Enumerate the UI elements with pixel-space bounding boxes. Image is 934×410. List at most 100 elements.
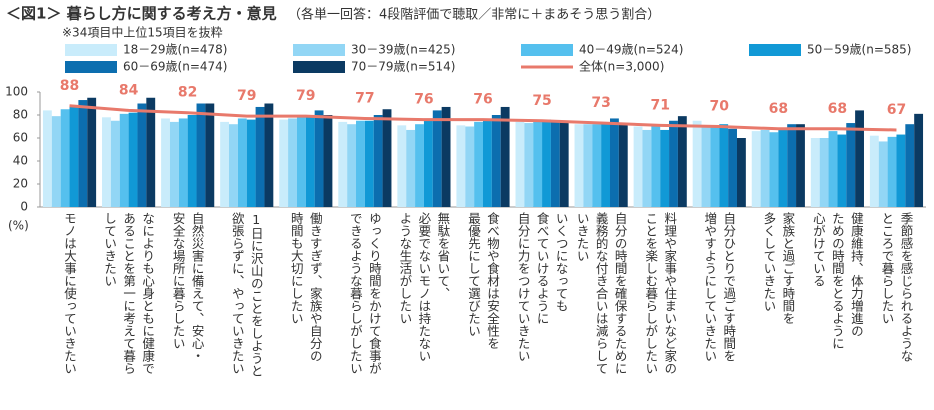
bar: [618, 124, 628, 207]
bar: [787, 124, 797, 207]
x-tick-label: 無駄を省いて、 必要でないモノは持たない ような生活がしたい: [397, 212, 451, 362]
bar: [161, 118, 170, 207]
bar: [382, 109, 392, 207]
x-tick-label: 自分ひとりで過ごす時間を 増やすようにしていきたい: [702, 212, 737, 362]
bar: [205, 103, 215, 207]
x-tick-label: 自分の時間を確保するために 義務的な付き合いは減らして いきたい: [574, 212, 628, 375]
bar: [524, 123, 534, 207]
legend-label: 30－39歳(n=425): [351, 43, 455, 57]
legend-label: 50－59歳(n=585): [807, 43, 911, 57]
bar: [633, 126, 643, 207]
bar: [914, 113, 924, 207]
legend-label: 全体(n=3,000): [579, 59, 664, 74]
legend-label: 60－69歳(n=474): [123, 60, 227, 74]
bar: [119, 113, 129, 207]
data-label: 84: [119, 82, 139, 98]
bar: [305, 117, 315, 207]
data-label: 82: [178, 85, 197, 101]
bar: [660, 129, 670, 207]
x-tick-label: 家族と過ごす時間を 多くしていきたい: [761, 212, 796, 325]
bar: [887, 136, 897, 207]
bar: [601, 123, 610, 207]
y-axis-label: (%): [8, 219, 29, 233]
legend-label: 40－49歳(n=524): [579, 43, 683, 57]
x-tick-label: モノは大事に使っていきたい: [62, 212, 78, 375]
x-tick-label: なによりも心身ともに健康で あることを第一に考えて暮ら していきたい: [102, 212, 156, 375]
bar: [846, 123, 856, 207]
data-label: 77: [355, 90, 374, 106]
x-tick-label: 食べ物や食材は安全性を 最優先にして選びたい: [466, 212, 500, 350]
bar: [810, 138, 820, 207]
bar: [87, 97, 97, 207]
x-tick-label: 自然災害に備えて、安心・ 安全な場所に暮らしたい: [170, 212, 205, 362]
x-tick-label: いくつになっても 食べていけるように 自分に力をつけていきたい: [515, 212, 569, 362]
bar: [110, 120, 120, 207]
bar: [246, 119, 256, 207]
bar: [583, 124, 593, 207]
bar: [364, 120, 374, 207]
bar: [288, 118, 297, 207]
bar: [456, 125, 466, 207]
bar: [515, 121, 525, 207]
bar: [229, 124, 238, 207]
bar: [432, 110, 442, 207]
bar: [474, 121, 483, 207]
bar: [769, 132, 779, 207]
bar: [483, 119, 492, 207]
bar: [796, 124, 805, 207]
bar: [592, 124, 602, 207]
bar: [220, 121, 230, 207]
data-label: 76: [414, 92, 433, 108]
bar: [669, 120, 678, 207]
bar: [196, 103, 206, 207]
bar: [642, 129, 652, 207]
bar: [69, 105, 79, 207]
bar: [869, 135, 879, 207]
bar: [397, 125, 407, 207]
bar: [542, 119, 551, 207]
bar: [441, 106, 451, 207]
x-tick-label: 季節感を感じられるような ところで暮らしたい: [879, 212, 914, 362]
y-tick-label: 60: [13, 131, 28, 145]
bar: [415, 124, 424, 207]
line: [69, 104, 897, 132]
x-tick-label: 料理や家事や住まいなど家の ことを楽しむ暮らしがしたい: [643, 212, 678, 375]
legend-swatch: [293, 61, 345, 73]
bar: [574, 124, 584, 207]
y-tick-label: 40: [13, 154, 28, 168]
bar: [701, 126, 711, 207]
legend-swatch: [521, 44, 573, 56]
bar: [264, 103, 274, 207]
bar: [819, 138, 829, 207]
bar: [373, 115, 383, 207]
bar: [550, 120, 560, 207]
data-label: 71: [650, 97, 669, 113]
data-label: 79: [237, 88, 256, 104]
bar: [905, 124, 915, 207]
y-tick-label: 80: [13, 108, 28, 122]
x-tick-label: 1日に沢山のことをしようと 欲張らずに、やっていきたい: [229, 212, 264, 377]
data-label: 68: [828, 101, 847, 117]
bar: [837, 134, 847, 207]
x-tick-label: 健康維持、体力増進の ための時間をとるように 心がけている: [810, 212, 864, 350]
bar: [423, 118, 433, 207]
data-label: 79: [296, 88, 315, 104]
bar: [677, 116, 687, 207]
bar: [169, 121, 179, 207]
y-tick-label: 0: [20, 200, 28, 214]
bar: [751, 131, 761, 207]
bar: [609, 118, 619, 207]
bar: [296, 115, 306, 207]
y-tick-label: 20: [13, 177, 28, 191]
bar: [60, 109, 70, 207]
data-label: 76: [473, 92, 492, 108]
bar: [651, 126, 661, 207]
bar: [356, 120, 365, 207]
bar: [338, 121, 348, 207]
chart-subtitle: （各単一回答：4段階評価で聴取／非常に＋まあそう思う割合）: [288, 7, 660, 23]
bar: [878, 141, 888, 207]
bar: [710, 126, 720, 207]
bar: [51, 116, 61, 207]
legend-swatch: [65, 44, 117, 56]
